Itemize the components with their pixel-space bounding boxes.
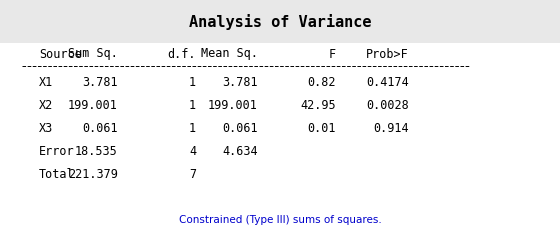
Text: X1: X1: [39, 76, 53, 89]
Text: 0.0028: 0.0028: [366, 99, 409, 112]
Text: Constrained (Type III) sums of squares.: Constrained (Type III) sums of squares.: [179, 215, 381, 225]
Text: 1: 1: [189, 122, 196, 135]
Text: 1: 1: [189, 76, 196, 89]
Text: Total: Total: [39, 168, 75, 180]
Text: X2: X2: [39, 99, 53, 112]
Text: Source: Source: [39, 48, 82, 60]
Text: 199.001: 199.001: [68, 99, 118, 112]
Text: 18.535: 18.535: [75, 145, 118, 158]
Text: d.f.: d.f.: [167, 48, 196, 60]
Text: Mean Sq.: Mean Sq.: [200, 48, 258, 60]
Text: 42.95: 42.95: [300, 99, 336, 112]
Text: 0.914: 0.914: [373, 122, 409, 135]
Text: Error: Error: [39, 145, 75, 158]
Text: 7: 7: [189, 168, 196, 180]
Text: 4: 4: [189, 145, 196, 158]
Text: 0.061: 0.061: [222, 122, 258, 135]
Text: 4.634: 4.634: [222, 145, 258, 158]
Text: 3.781: 3.781: [82, 76, 118, 89]
Text: Sum Sq.: Sum Sq.: [68, 48, 118, 60]
Text: 0.82: 0.82: [307, 76, 336, 89]
Text: 0.061: 0.061: [82, 122, 118, 135]
Text: 3.781: 3.781: [222, 76, 258, 89]
Text: 0.01: 0.01: [307, 122, 336, 135]
Text: X3: X3: [39, 122, 53, 135]
Text: Prob>F: Prob>F: [366, 48, 409, 60]
Text: 1: 1: [189, 99, 196, 112]
Text: 0.4174: 0.4174: [366, 76, 409, 89]
Text: 221.379: 221.379: [68, 168, 118, 180]
Text: 199.001: 199.001: [208, 99, 258, 112]
Text: Analysis of Variance: Analysis of Variance: [189, 14, 371, 30]
Text: F: F: [329, 48, 336, 60]
